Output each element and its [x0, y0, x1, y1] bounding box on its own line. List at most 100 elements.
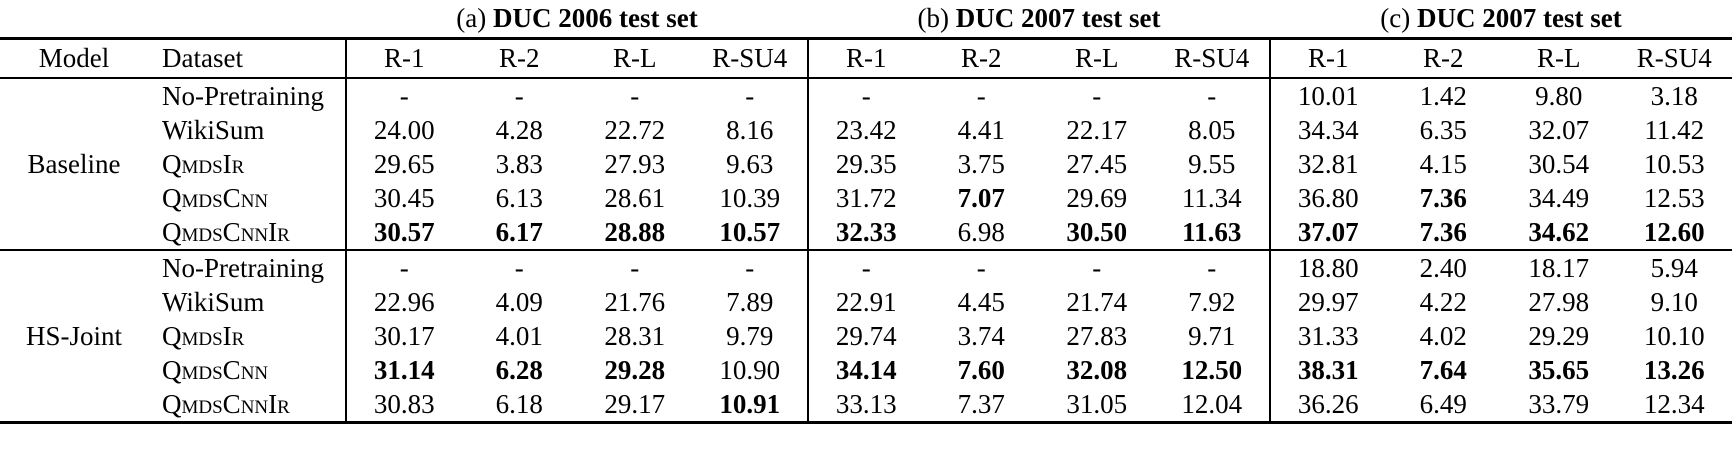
- col-header-model: Model: [38, 43, 110, 73]
- metric-value: 2.40: [1419, 252, 1467, 283]
- metric-value: 37.07: [1269, 215, 1386, 250]
- metric-value: -: [630, 80, 640, 111]
- metric-value: 11.42: [1644, 114, 1705, 145]
- metric-value: 12.50: [1181, 354, 1243, 385]
- metric-value: 31.05: [1066, 388, 1128, 419]
- col-header-metric: R-2: [499, 43, 540, 73]
- metric-value: -: [745, 80, 755, 111]
- table-row: QmdsIr 30.17 4.01 28.31 9.79 29.74 3.74 27.83 9.…: [0, 319, 1732, 353]
- metric-value: 28.31: [604, 320, 666, 351]
- metric-value: -: [1092, 80, 1102, 111]
- metric-value: 28.88: [604, 216, 666, 247]
- metric-value: -: [807, 250, 924, 285]
- metric-value: 1.42: [1419, 80, 1467, 111]
- dataset-label: No-Pretraining: [162, 252, 324, 283]
- caption-b-tag: (b): [917, 3, 950, 33]
- metric-value: 4.09: [495, 286, 543, 317]
- metric-value: -: [514, 252, 524, 283]
- metric-value: 23.42: [807, 113, 924, 147]
- metric-value: 6.28: [495, 354, 543, 385]
- metric-value: 9.79: [726, 320, 774, 351]
- metric-value: 29.17: [604, 388, 666, 419]
- metric-value: 10.91: [719, 388, 781, 419]
- metric-value: -: [514, 80, 524, 111]
- metric-value: 31.72: [807, 181, 924, 215]
- metric-value: 7.92: [1188, 286, 1236, 317]
- col-header-metric: R-L: [1075, 43, 1119, 73]
- caption-a: (a) DUC 2006 test set: [346, 0, 808, 40]
- metric-value: 6.13: [495, 182, 543, 213]
- dataset-label: QmdsIr: [162, 320, 245, 351]
- col-header-metric: R-1: [807, 38, 924, 78]
- table-head: (a) DUC 2006 test set (b) DUC 2007 test …: [0, 0, 1732, 78]
- dataset-label: QmdsCnn: [162, 354, 269, 385]
- column-header-row: Model Dataset R-1 R-2 R-L R-SU4 R-1 R-2 R-L R-S…: [0, 38, 1732, 78]
- metric-value: 8.16: [726, 114, 774, 145]
- metric-value: 6.98: [957, 216, 1005, 247]
- dataset-label: No-Pretraining: [162, 80, 324, 111]
- metric-value: 4.22: [1419, 286, 1467, 317]
- metric-value: 4.15: [1419, 148, 1467, 179]
- metric-value: -: [1092, 252, 1102, 283]
- metric-value: 29.28: [604, 354, 666, 385]
- table-row: QmdsCnnIr 30.57 6.17 28.88 10.57 32.33 6.98 30.…: [0, 215, 1732, 250]
- metric-value: -: [976, 252, 986, 283]
- metric-value: 10.10: [1643, 320, 1705, 351]
- metric-value: 33.79: [1528, 388, 1590, 419]
- metric-value: 29.65: [345, 147, 462, 181]
- metric-value: 36.26: [1269, 387, 1386, 423]
- metric-value: 7.60: [957, 354, 1005, 385]
- metric-value: -: [630, 252, 640, 283]
- dataset-label: WikiSum: [162, 114, 265, 145]
- metric-value: 34.62: [1528, 216, 1590, 247]
- col-header-metric: R-L: [1537, 43, 1581, 73]
- table-row: HS-Joint No-Pretraining - - - - - - - -18.80 2.40 1…: [0, 250, 1732, 351]
- metric-value: 3.83: [495, 148, 543, 179]
- model-label: HS-Joint: [25, 320, 123, 351]
- caption-corner-spacer: [0, 0, 346, 40]
- table-row: QmdsCnnIr 30.83 6.18 29.17 10.91 33.13 7.37 31.…: [0, 387, 1732, 423]
- metric-value: 10.39: [719, 182, 781, 213]
- dataset-label: QmdsIr: [162, 148, 245, 179]
- model-label: Baseline: [27, 148, 121, 179]
- metric-value: 29.69: [1066, 182, 1128, 213]
- caption-b-title: DUC 2007 test set: [955, 3, 1161, 33]
- table-row: QmdsIr 29.65 3.83 27.93 9.63 29.35 3.75 27.45 9.…: [0, 147, 1732, 181]
- metric-value: 24.00: [345, 113, 462, 147]
- metric-value: 10.53: [1643, 148, 1705, 179]
- metric-value: 32.08: [1066, 354, 1128, 385]
- metric-value: 10.57: [719, 216, 781, 247]
- metric-value: 8.05: [1188, 114, 1236, 145]
- metric-value: 29.74: [807, 319, 924, 353]
- table-row: QmdsCnn 30.45 6.13 28.61 10.39 31.72 7.07 29.69…: [0, 181, 1732, 215]
- metric-value: 4.41: [957, 114, 1005, 145]
- col-header-metric: R-2: [1423, 43, 1464, 73]
- col-header-metric: R-L: [613, 43, 657, 73]
- metric-value: 12.34: [1643, 388, 1705, 419]
- metric-value: -: [807, 78, 924, 113]
- metric-value: 7.36: [1419, 216, 1467, 247]
- dataset-label: QmdsCnnIr: [162, 388, 290, 419]
- col-header-metric: R-1: [1269, 38, 1386, 78]
- metric-value: 30.57: [345, 215, 462, 250]
- table-row: WikiSum 24.00 4.28 22.72 8.16 23.42 4.41 22.17 8…: [0, 113, 1732, 147]
- caption-c-title: DUC 2007 test set: [1417, 3, 1622, 33]
- metric-value: 6.18: [495, 388, 543, 419]
- col-header-metric: R-2: [961, 43, 1002, 73]
- metric-value: 30.50: [1066, 216, 1128, 247]
- metric-value: -: [976, 80, 986, 111]
- metric-value: -: [345, 78, 462, 113]
- metric-value: 22.72: [604, 114, 666, 145]
- metric-value: 27.45: [1066, 148, 1128, 179]
- metric-value: 7.89: [726, 286, 774, 317]
- col-header-metric: R-1: [345, 38, 462, 78]
- metric-value: 13.26: [1643, 354, 1705, 385]
- caption-b: (b) DUC 2007 test set: [808, 0, 1270, 40]
- metric-value: 30.45: [345, 181, 462, 215]
- metric-value: 7.36: [1419, 182, 1467, 213]
- metric-value: 4.28: [495, 114, 543, 145]
- metric-value: 31.14: [345, 353, 462, 387]
- metric-value: 6.17: [495, 216, 543, 247]
- metric-value: 10.01: [1269, 78, 1386, 113]
- metric-value: -: [745, 252, 755, 283]
